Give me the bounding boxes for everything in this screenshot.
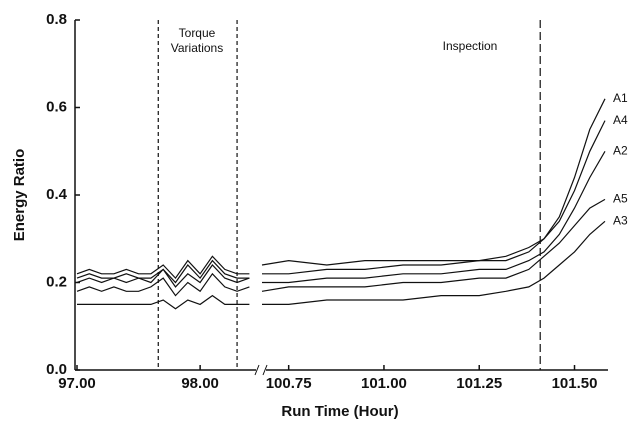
x-axis-label: Run Time (Hour) [281, 403, 398, 420]
series-label: A2 [613, 143, 628, 157]
series-label: A1 [613, 91, 628, 105]
y-tick-label: 0.2 [46, 273, 67, 290]
annotation: Torque [179, 26, 216, 40]
series-line [76, 255, 250, 280]
series-line [262, 120, 606, 275]
series-line [76, 272, 250, 297]
y-tick-label: 0.6 [46, 98, 67, 115]
series-line [76, 259, 250, 284]
y-tick-label: 0.8 [46, 11, 67, 28]
annotation: Inspection [443, 39, 498, 53]
y-tick-label: 0.0 [46, 361, 67, 378]
series-line [262, 220, 606, 305]
annotation: Variations [171, 41, 223, 55]
series-line [261, 198, 606, 292]
x-tick-label: 97.00 [58, 375, 96, 392]
x-tick-label: 101.00 [361, 375, 407, 392]
series-label: A4 [613, 113, 628, 127]
x-tick-label: 100.75 [266, 375, 312, 392]
series-line [77, 294, 250, 310]
series-label: A5 [613, 192, 628, 206]
series-label: A3 [613, 213, 628, 227]
y-axis-label: Energy Ratio [11, 149, 28, 242]
y-tick-label: 0.4 [46, 186, 68, 203]
x-tick-label: 101.50 [552, 375, 598, 392]
axis-break [254, 364, 268, 376]
x-tick-label: 101.25 [456, 375, 502, 392]
series-line [261, 98, 606, 266]
x-tick-label: 98.00 [181, 375, 219, 392]
series-line [262, 150, 606, 284]
